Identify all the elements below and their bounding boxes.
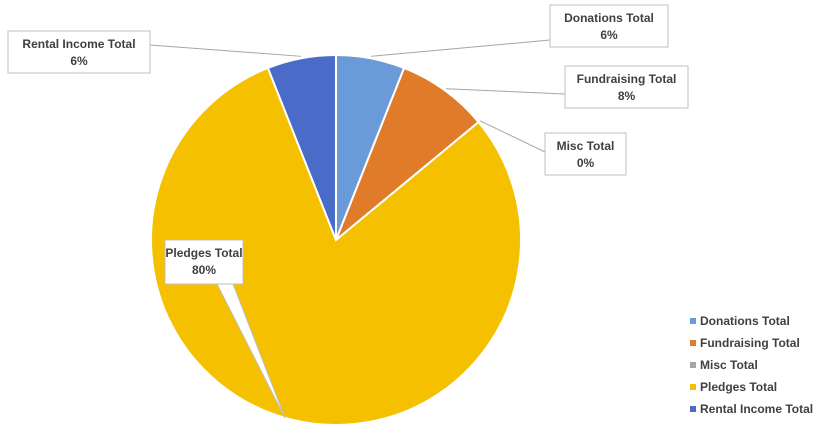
legend-swatch-pledges-total (690, 384, 696, 390)
legend-swatch-fundraising-total (690, 340, 696, 346)
data-label-box-donations-total (549, 4, 669, 48)
data-label-value-fundraising-total: 8% (618, 89, 636, 103)
legend-swatch-rental-income-total (690, 406, 696, 412)
legend-swatch-misc-total (690, 362, 696, 368)
pie-slice-rental-income-total (266, 53, 337, 241)
data-label-box-rental-income-total (7, 30, 151, 74)
data-label-value-donations-total: 6% (600, 28, 618, 42)
legend-label-rental-income-total: Rental Income Total (700, 402, 813, 416)
data-label-category-pledges-total: Pledges Total (165, 246, 242, 260)
data-label-category-misc-total: Misc Total (557, 139, 615, 153)
data-label-box-fundraising-total (564, 65, 689, 109)
data-label-category-fundraising-total: Fundraising Total (577, 72, 677, 86)
legend-label-donations-total: Donations Total (700, 314, 790, 328)
leader-line-fundraising-total (445, 88, 566, 95)
data-labels: Donations Total 6% Fundraising Total 8% Misc… (7, 4, 689, 285)
legend-label-pledges-total: Pledges Total (700, 380, 777, 394)
data-label-value-pledges-total: 80% (192, 263, 216, 277)
data-label-category-donations-total: Donations Total (564, 11, 654, 25)
legend-label-fundraising-total: Fundraising Total (700, 336, 800, 350)
data-label-box-pledges-total (164, 239, 244, 285)
legend-label-misc-total: Misc Total (700, 358, 758, 372)
legend-swatch-donations-total (690, 318, 696, 324)
pie-slice-fundraising-total (335, 66, 480, 241)
data-label-value-rental-income-total: 6% (70, 54, 88, 68)
data-label-value-misc-total: 0% (577, 156, 595, 170)
leader-line-donations-total (370, 39, 551, 57)
leader-line-misc-total (479, 120, 546, 153)
leader-line-rental-income-total (149, 44, 301, 57)
data-label-category-rental-income-total: Rental Income Total (22, 37, 135, 51)
data-label-box-misc-total (544, 132, 627, 176)
legend: Donations Total Fundraising Total Misc Tot… (690, 314, 813, 416)
